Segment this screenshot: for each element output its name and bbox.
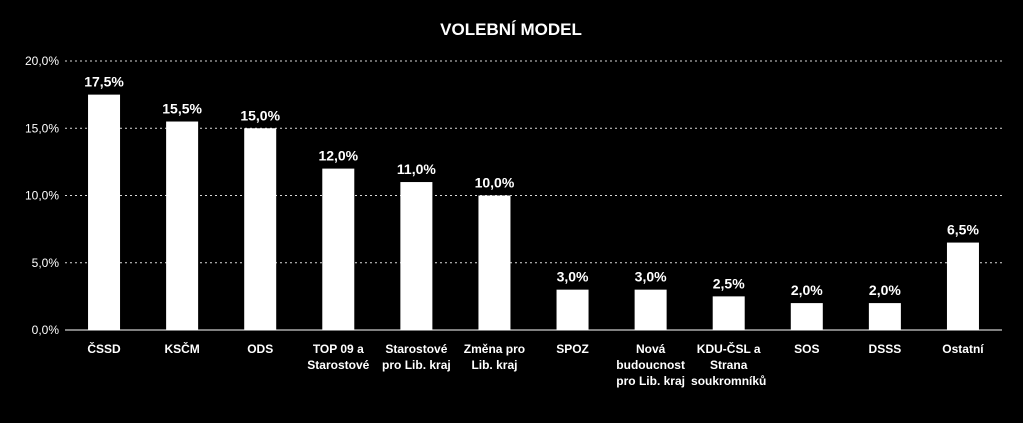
data-label: 11,0% xyxy=(397,161,436,177)
x-tick-label: KDU-ČSL a xyxy=(697,341,761,356)
bars xyxy=(88,94,979,331)
data-labels: 17,5% 15,5% 15,0% 12,0% 11,0% 10,0% 3,0% 3,0% 2,… xyxy=(84,74,979,298)
data-label: 10,0% xyxy=(475,175,515,191)
y-tick-label: 15,0% xyxy=(25,121,59,135)
data-label: 2,5% xyxy=(713,275,745,291)
data-label: 2,0% xyxy=(869,282,901,298)
x-tick-label: SPOZ xyxy=(556,342,589,356)
data-label: 2,0% xyxy=(791,282,823,298)
bar xyxy=(790,303,823,330)
data-label: 12,0% xyxy=(318,148,358,164)
x-tick-label: Nová xyxy=(636,342,666,356)
data-label: 6,5% xyxy=(947,222,979,238)
x-tick-label: TOP 09 a xyxy=(313,342,364,356)
x-tick-label: Ostatní xyxy=(942,342,984,356)
bar xyxy=(946,242,979,330)
bar xyxy=(88,94,121,330)
gridlines xyxy=(65,60,1002,264)
x-tick-label: ODS xyxy=(247,342,273,356)
x-tick-label: Starostové xyxy=(307,358,369,372)
y-tick-label: 10,0% xyxy=(25,189,59,203)
x-tick-label: pro Lib. kraj xyxy=(616,374,685,388)
x-tick-label: soukromníků xyxy=(691,374,766,388)
y-tick-label: 5,0% xyxy=(32,256,60,270)
x-tick-label: pro Lib. kraj xyxy=(382,358,451,372)
data-label: 3,0% xyxy=(635,269,667,285)
data-label: 15,0% xyxy=(240,107,280,123)
x-tick-label: KSČM xyxy=(164,341,199,356)
chart-title: VOLEBNÍ MODEL xyxy=(440,20,582,39)
x-tick-label: Starostové xyxy=(385,342,447,356)
bar xyxy=(634,289,667,330)
x-tick-label: budoucnost xyxy=(616,358,685,372)
x-tick-label: SOS xyxy=(794,342,819,356)
y-axis-tick-labels: 0,0% 5,0% 10,0% 15,0% 20,0% xyxy=(25,54,59,337)
bar xyxy=(244,128,277,330)
x-tick-label: Změna pro xyxy=(464,342,525,356)
bar xyxy=(322,168,355,330)
bar xyxy=(712,296,745,330)
bar xyxy=(556,289,589,330)
x-axis-tick-labels: ČSSD KSČM ODS TOP 09 a Starostové Starostové p… xyxy=(87,341,984,388)
data-label: 15,5% xyxy=(162,101,202,117)
bar xyxy=(868,303,901,330)
bar xyxy=(166,121,199,331)
x-tick-label: DSSS xyxy=(869,342,902,356)
data-label: 17,5% xyxy=(84,74,124,90)
y-tick-label: 20,0% xyxy=(25,54,59,68)
x-tick-label: ČSSD xyxy=(87,341,121,356)
x-tick-label: Strana xyxy=(710,358,748,372)
y-tick-label: 0,0% xyxy=(32,323,60,337)
data-label: 3,0% xyxy=(557,269,589,285)
bar xyxy=(400,182,433,330)
x-tick-label: Lib. kraj xyxy=(471,358,517,372)
bar xyxy=(478,195,511,330)
